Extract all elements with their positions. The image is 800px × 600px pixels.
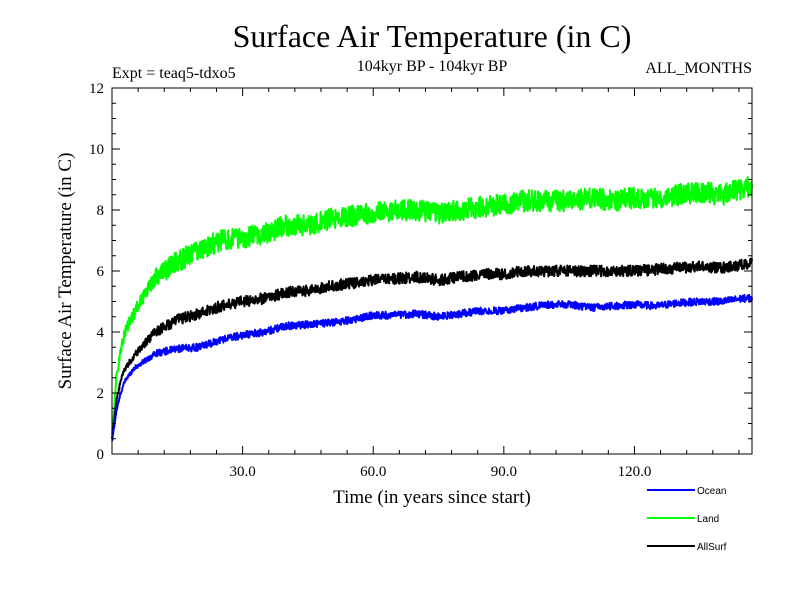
series-line-ocean	[111, 293, 753, 442]
months-label: ALL_MONTHS	[645, 60, 752, 77]
legend-label-ocean: Ocean	[697, 486, 726, 497]
series-line-land	[111, 176, 753, 439]
legend-label-land: Land	[697, 514, 719, 525]
x-axis-label: Time (in years since start)	[333, 487, 531, 508]
x-tick-label: 60.0	[360, 464, 386, 480]
y-tick-label: 2	[97, 386, 105, 402]
y-tick-label: 10	[89, 142, 104, 158]
legend-label-allsurf: AllSurf	[697, 542, 727, 553]
chart-subtitle: 104kyr BP - 104kyr BP	[357, 58, 508, 75]
series-line-allsurf	[111, 257, 753, 440]
legend: Ocean Land AllSurf	[647, 486, 727, 553]
y-tick-label: 8	[97, 203, 105, 219]
series-layer	[111, 176, 753, 442]
x-tick-label: 30.0	[229, 464, 255, 480]
tick-layer: 0 2 4 6 8 10 12 30.0 60.0 90.0 120.0	[89, 81, 752, 480]
chart-title: Surface Air Temperature (in C)	[233, 18, 632, 54]
y-tick-label: 0	[97, 447, 105, 463]
x-tick-label: 120.0	[618, 464, 652, 480]
y-tick-label: 12	[89, 81, 104, 97]
experiment-label: Expt = teaq5-tdxo5	[112, 65, 236, 82]
y-tick-label: 4	[97, 325, 105, 341]
x-tick-label: 90.0	[491, 464, 517, 480]
y-tick-label: 6	[97, 264, 105, 280]
y-axis-label: Surface Air Temperature (in C)	[55, 153, 76, 390]
